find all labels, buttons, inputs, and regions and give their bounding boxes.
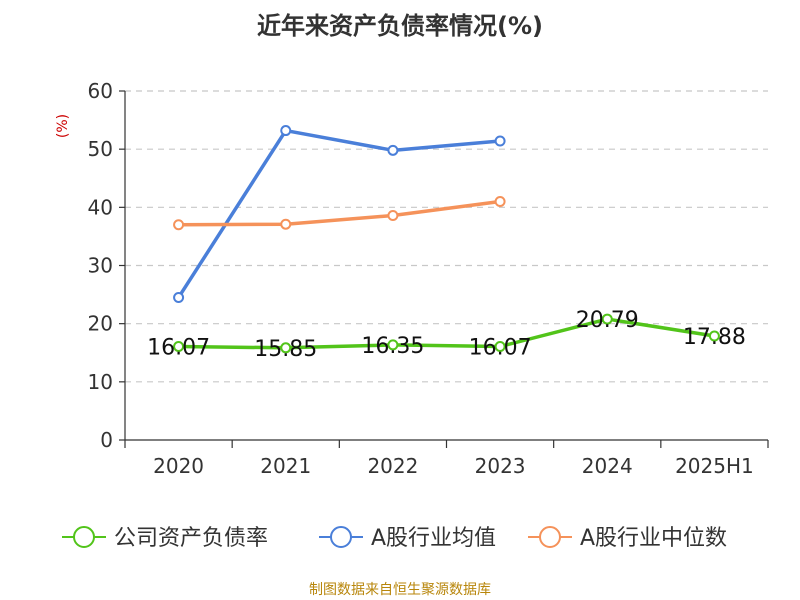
data-label: 20.79: [576, 308, 639, 333]
x-tick-label: 2021: [260, 454, 311, 478]
y-tick-label: 60: [88, 79, 113, 103]
data-point: [280, 218, 292, 230]
grid-lines: [125, 90, 768, 383]
y-tick-label: 50: [88, 137, 113, 161]
legend-marker: [73, 526, 95, 548]
data-point: [387, 209, 399, 221]
data-point: [280, 342, 292, 354]
series-line: [177, 128, 501, 299]
y-tick-label: 40: [88, 195, 113, 219]
y-tick-label: 20: [88, 312, 113, 336]
x-tick-label: 2024: [582, 454, 633, 478]
series-line: [178, 317, 715, 350]
legend-label: A股行业均值: [371, 526, 496, 551]
x-tick-label: 2020: [153, 454, 204, 478]
y-tick-label: 0: [100, 428, 113, 452]
chart-title: 近年来资产负债率情况(%): [257, 12, 543, 40]
data-point: [601, 313, 613, 325]
data-label: 17.88: [683, 325, 746, 350]
y-tick-label: 10: [88, 370, 113, 394]
data-point: [494, 196, 506, 208]
x-tick-label: 2023: [475, 454, 526, 478]
axes: 0 10 20 30 40 50 60 2020 2021 2022 2023 2024 2025H1: [88, 79, 769, 478]
data-point: [173, 291, 185, 303]
x-tick-label: 2022: [367, 454, 418, 478]
legend-label: A股行业中位数: [580, 526, 727, 551]
y-axis-unit: (%): [55, 114, 71, 138]
x-tick-label: 2025H1: [675, 454, 754, 478]
data-point: [173, 341, 185, 353]
data-point: [708, 330, 720, 342]
data-label: 16.07: [147, 336, 210, 361]
data-point: [494, 341, 506, 353]
data-point: [494, 135, 506, 147]
legend-marker: [330, 526, 352, 548]
data-source: 制图数据来自恒生聚源数据库: [309, 582, 491, 598]
data-point: [280, 125, 292, 137]
legend-label: 公司资产负债率: [114, 526, 268, 551]
data-point: [387, 144, 399, 156]
legend: 公司资产负债率 A股行业均值 A股行业中位数: [62, 526, 727, 551]
data-point: [387, 339, 399, 351]
series-line: [178, 199, 501, 227]
data-label: 16.07: [469, 336, 532, 361]
data-label: 16.35: [361, 334, 424, 359]
legend-marker: [539, 526, 561, 548]
data-label: 15.85: [254, 337, 317, 362]
data-point: [173, 219, 185, 231]
series-group: [173, 125, 720, 354]
y-tick-label: 30: [88, 254, 113, 278]
data-labels: 16.07 15.85 16.35 16.07 20.79 17.88: [147, 308, 746, 362]
